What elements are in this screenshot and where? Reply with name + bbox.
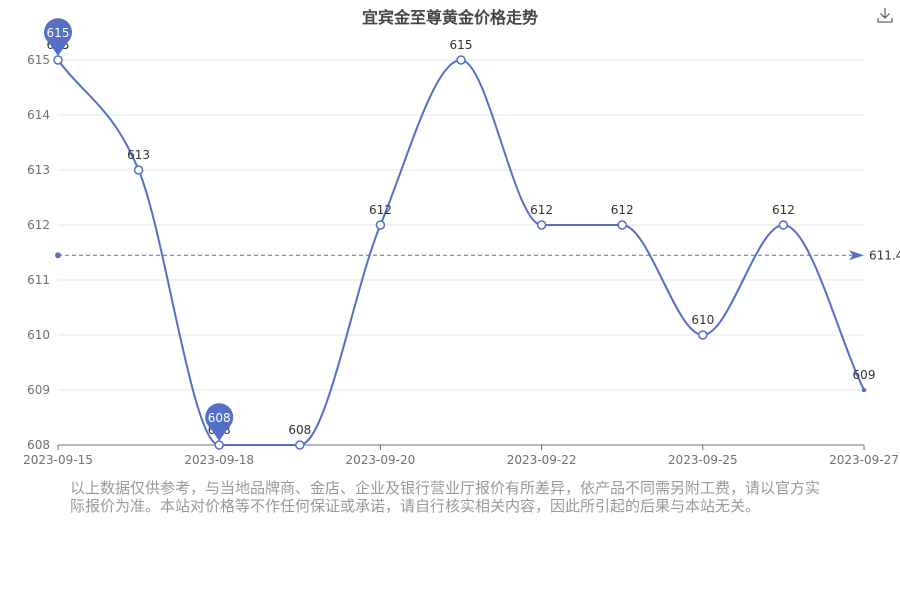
series-line (57, 58, 865, 447)
data-point (536, 220, 547, 230)
x-tick-label: 2023-09-18 (184, 453, 254, 467)
data-point (375, 220, 386, 230)
data-point (295, 440, 305, 450)
x-tick-label: 2023-09-22 (507, 453, 577, 467)
x-tick-label: 2023-09-27 (829, 453, 899, 467)
y-tick-label: 612 (27, 218, 50, 232)
max-point-label: 615 (47, 26, 70, 40)
data-label: 613 (127, 148, 150, 162)
download-icon[interactable] (876, 6, 894, 24)
x-tick-label: 2023-09-15 (23, 453, 93, 467)
data-label: 612 (530, 203, 553, 217)
y-tick-label: 613 (27, 163, 50, 177)
x-tick-label: 2023-09-25 (668, 453, 738, 467)
y-tick-label: 608 (27, 438, 50, 452)
average-start-dot (55, 252, 61, 259)
data-point (456, 55, 466, 65)
data-label: 612 (772, 203, 795, 217)
data-point (778, 220, 789, 230)
average-label: 611.4 (869, 248, 900, 262)
chart-title: 宜宾金至尊黄金价格走势 (361, 8, 538, 27)
data-label: 608 (288, 423, 311, 437)
data-point (133, 165, 144, 175)
data-label: 615 (450, 38, 473, 52)
max-point-pin (44, 18, 73, 56)
y-tick-label: 615 (27, 53, 50, 67)
data-label: 612 (369, 203, 392, 217)
y-tick-label: 611 (27, 273, 50, 287)
min-point-pin (205, 403, 234, 441)
data-point (861, 387, 867, 393)
min-point-label: 608 (208, 411, 231, 425)
data-point (214, 440, 224, 450)
average-arrow (849, 250, 864, 261)
disclaimer-text: 以上数据仅供参考，与当地品牌商、金店、企业及银行营业厅报价有所差异，依产品不同需… (70, 479, 821, 515)
y-tick-label: 609 (27, 383, 50, 397)
x-tick-label: 2023-09-20 (346, 453, 416, 467)
data-label: 610 (691, 313, 714, 327)
data-label: 612 (611, 203, 634, 217)
data-point (53, 55, 63, 65)
data-point (617, 220, 627, 230)
data-point (698, 330, 708, 340)
data-label: 609 (853, 368, 876, 382)
y-tick-label: 610 (27, 328, 50, 342)
y-tick-label: 614 (27, 108, 50, 122)
